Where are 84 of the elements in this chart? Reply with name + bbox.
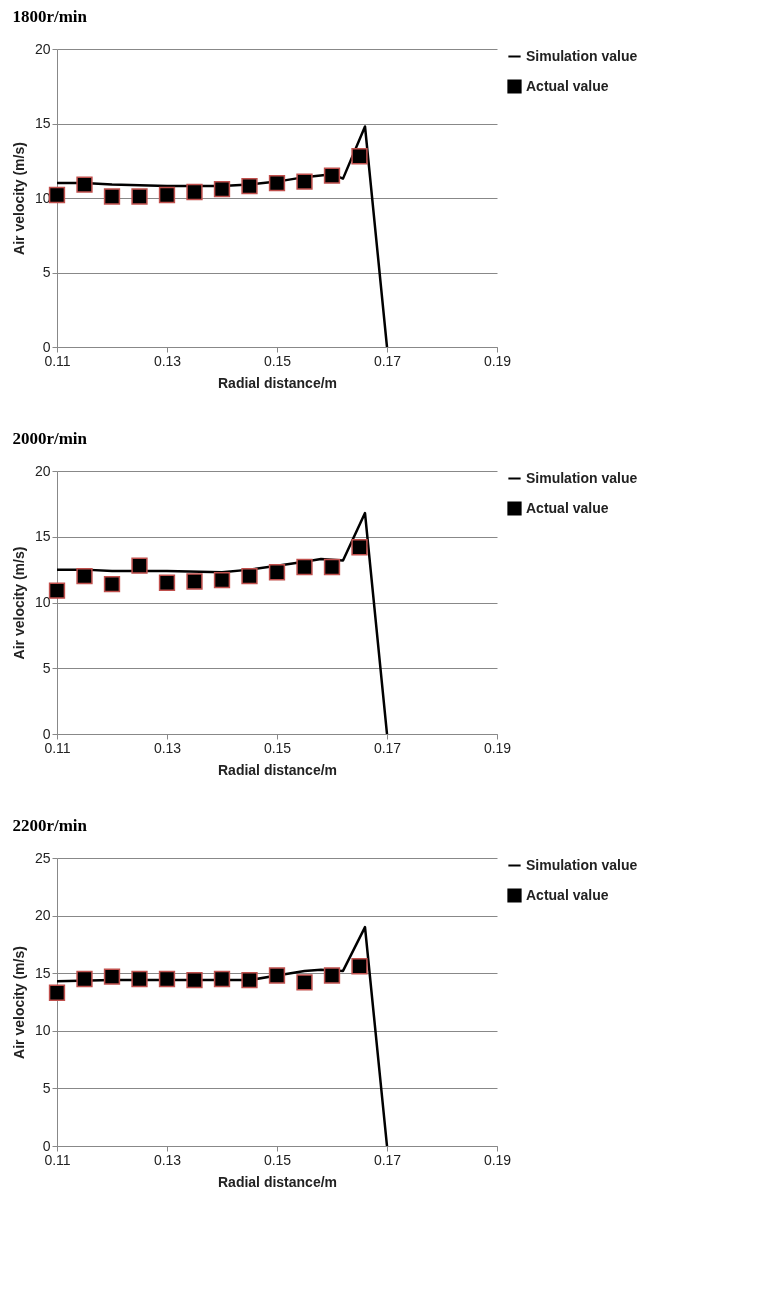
point xyxy=(76,176,93,193)
point xyxy=(103,575,121,593)
point xyxy=(351,539,368,556)
line-series xyxy=(57,125,389,347)
point xyxy=(76,568,93,585)
point xyxy=(296,558,313,576)
x-tick-label: 0.15 xyxy=(263,352,292,369)
point xyxy=(241,568,258,585)
y-axis-title: Air velocity (m/s) xyxy=(10,546,27,660)
point xyxy=(296,974,313,991)
x-tick-label: 0.19 xyxy=(483,352,512,369)
y-tick-label: 15 xyxy=(34,528,51,545)
legend-label: Actual value xyxy=(526,499,609,516)
y-tick-label: 5 xyxy=(42,264,51,280)
point xyxy=(103,188,121,205)
point xyxy=(323,967,341,984)
x-tick-label: 0.11 xyxy=(44,352,71,369)
point xyxy=(186,183,203,201)
y-axis-title: Air velocity (m/s) xyxy=(10,946,27,1059)
point xyxy=(241,971,258,989)
point xyxy=(351,148,368,165)
y-tick-label: 20 xyxy=(34,40,51,57)
x-axis-title: Radial distance/m xyxy=(217,374,338,391)
line-series xyxy=(57,925,389,1146)
point xyxy=(268,967,286,984)
point xyxy=(268,564,286,581)
point xyxy=(158,574,176,591)
point xyxy=(158,186,176,204)
line-series xyxy=(57,511,389,734)
legend-label: Simulation value xyxy=(526,856,638,873)
x-tick-label: 0.11 xyxy=(44,1151,71,1168)
point xyxy=(323,558,341,576)
point xyxy=(351,958,368,975)
x-tick-label: 0.13 xyxy=(153,1151,182,1168)
point xyxy=(76,970,93,988)
point xyxy=(158,970,176,988)
point xyxy=(131,970,148,988)
chart-title: 2200r/min xyxy=(12,816,88,835)
point xyxy=(103,968,121,985)
chart-title: 1800r/min xyxy=(12,7,88,26)
point xyxy=(186,573,203,590)
x-tick-label: 0.13 xyxy=(153,739,182,756)
y-tick-label: 5 xyxy=(42,659,51,676)
legend-label: Actual value xyxy=(526,886,609,903)
y-tick-label: 15 xyxy=(34,115,51,131)
point xyxy=(48,984,66,1001)
legend-label: Simulation value xyxy=(526,47,638,64)
y-tick-label: 10 xyxy=(34,1022,51,1039)
y-tick-label: 0 xyxy=(42,1137,51,1154)
y-tick-label: 25 xyxy=(34,849,51,866)
point xyxy=(186,971,203,989)
legend-label: Simulation value xyxy=(526,469,638,486)
x-tick-label: 0.15 xyxy=(263,1151,292,1168)
y-tick-label: 0 xyxy=(42,338,51,355)
point xyxy=(213,970,231,988)
x-axis-title: Radial distance/m xyxy=(217,761,338,778)
point xyxy=(131,557,148,574)
point xyxy=(268,174,286,192)
y-tick-label: 20 xyxy=(34,462,51,479)
x-tick-label: 0.13 xyxy=(153,352,182,369)
x-tick-label: 0.11 xyxy=(44,739,71,756)
point xyxy=(323,167,341,184)
point xyxy=(241,177,258,195)
point xyxy=(213,180,231,198)
point xyxy=(296,173,313,190)
x-tick-label: 0.17 xyxy=(373,352,402,369)
x-tick-label: 0.19 xyxy=(483,739,512,756)
x-tick-label: 0.19 xyxy=(483,1151,512,1168)
chart-title: 2000r/min xyxy=(12,429,88,448)
y-tick-label: 5 xyxy=(42,1079,51,1096)
point xyxy=(213,571,231,589)
y-tick-label: 15 xyxy=(34,964,51,981)
x-tick-label: 0.17 xyxy=(373,1151,402,1168)
point xyxy=(48,186,66,204)
y-axis-title: Air velocity (m/s) xyxy=(10,142,27,255)
y-tick-label: 10 xyxy=(34,594,51,610)
y-tick-label: 20 xyxy=(34,907,51,924)
point xyxy=(131,188,148,205)
y-tick-label: 0 xyxy=(42,725,51,742)
point xyxy=(48,582,66,599)
x-axis-title: Radial distance/m xyxy=(217,1173,338,1190)
x-tick-label: 0.15 xyxy=(263,739,292,756)
x-tick-label: 0.17 xyxy=(373,739,402,756)
legend-label: Actual value xyxy=(526,77,609,94)
